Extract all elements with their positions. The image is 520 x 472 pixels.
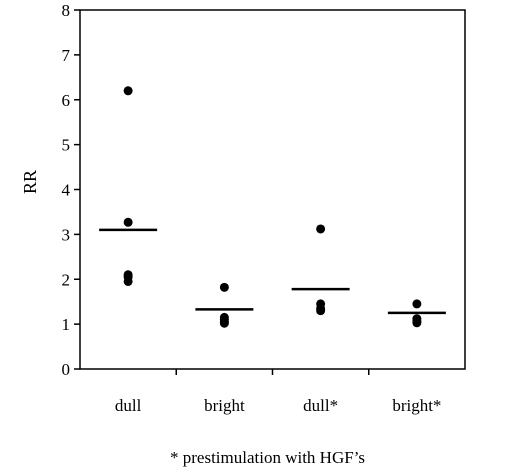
y-axis-title: RR — [20, 170, 40, 194]
data-point — [123, 86, 133, 96]
y-tick-label: 4 — [62, 181, 71, 200]
y-tick-label: 6 — [62, 91, 71, 110]
data-point — [219, 282, 229, 292]
y-axis-ticks: 0 1 2 3 4 5 6 7 8 — [62, 1, 80, 379]
x-axis-ticks: dull bright dull* bright* — [115, 369, 441, 415]
data-point — [123, 276, 133, 286]
y-tick-label: 5 — [62, 136, 71, 155]
plot-frame — [79, 9, 466, 370]
plot-area-border — [79, 9, 466, 370]
x-tick-label: dull* — [303, 396, 338, 415]
x-tick-label: dull — [115, 396, 142, 415]
y-tick-label: 8 — [62, 1, 71, 20]
footnote: * prestimulation with HGF’s — [170, 448, 365, 467]
y-tick-label: 2 — [62, 270, 71, 289]
x-tick-label: bright* — [392, 396, 441, 415]
data-point — [123, 217, 133, 227]
data-point — [219, 318, 229, 328]
data-point — [316, 306, 326, 316]
y-tick-label: 0 — [62, 360, 71, 379]
data-point — [316, 224, 326, 234]
y-tick-label: 1 — [62, 315, 71, 334]
data-point — [412, 318, 422, 328]
y-tick-label: 7 — [62, 46, 71, 65]
y-tick-label: 3 — [62, 225, 71, 244]
data-point — [412, 299, 422, 309]
data-marks — [99, 86, 446, 328]
x-tick-label: bright — [204, 396, 245, 415]
